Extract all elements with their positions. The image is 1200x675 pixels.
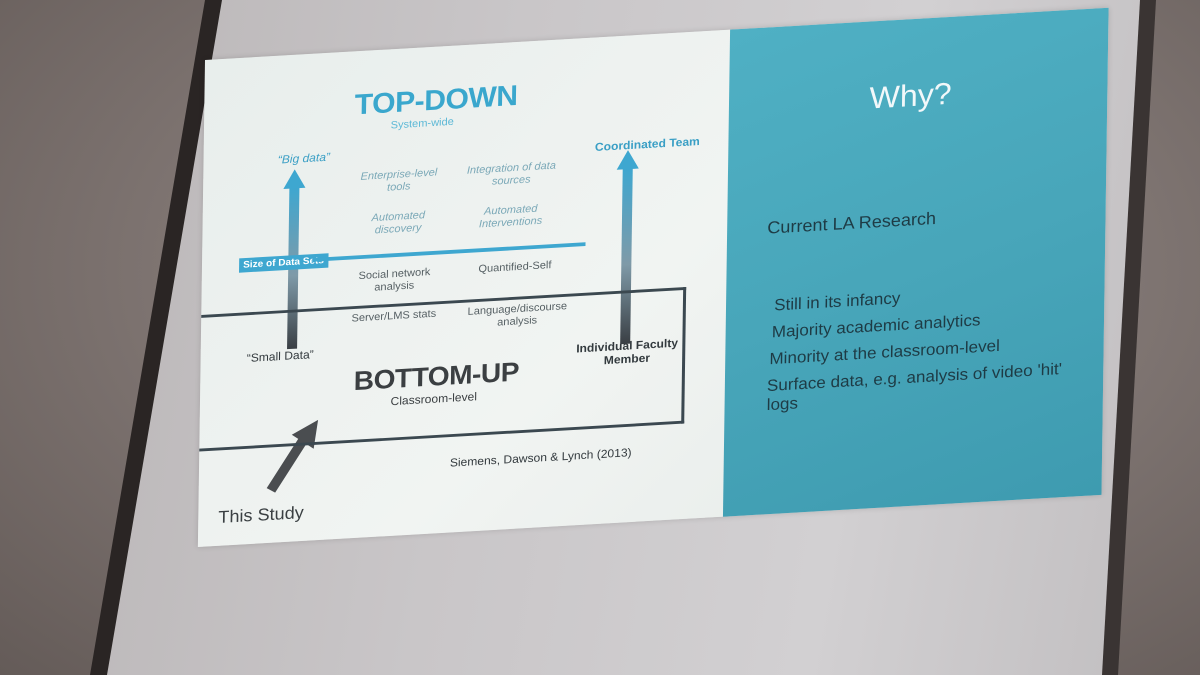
- diagram-graphics: [266, 150, 639, 493]
- why-panel: Why? Current LA Research Still in its in…: [722, 7, 1109, 517]
- bullet-item: Surface data, e.g. analysis of video 'hi…: [766, 359, 1063, 415]
- this-study-arrow: [266, 419, 319, 493]
- current-la-heading: Current LA Research: [767, 208, 937, 238]
- right-up-arrow: [616, 150, 639, 345]
- why-title: Why?: [869, 76, 952, 116]
- presentation-slide: TOP-DOWN System-wide “Big data” Coordina…: [197, 7, 1109, 548]
